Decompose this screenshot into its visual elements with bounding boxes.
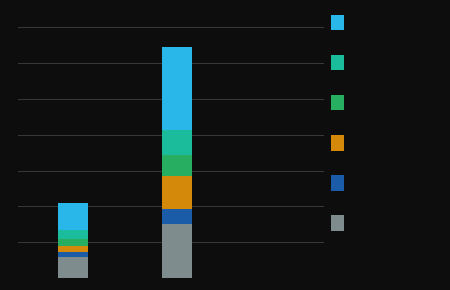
Bar	[162, 130, 193, 155]
Bar	[58, 203, 88, 230]
Bar	[162, 176, 193, 209]
Bar	[58, 246, 88, 252]
Bar	[162, 209, 193, 224]
Bar	[162, 47, 193, 130]
Bar	[162, 155, 193, 176]
Bar	[58, 257, 88, 278]
Bar	[58, 239, 88, 246]
Bar	[58, 230, 88, 239]
Bar	[58, 252, 88, 257]
Bar	[162, 224, 193, 278]
